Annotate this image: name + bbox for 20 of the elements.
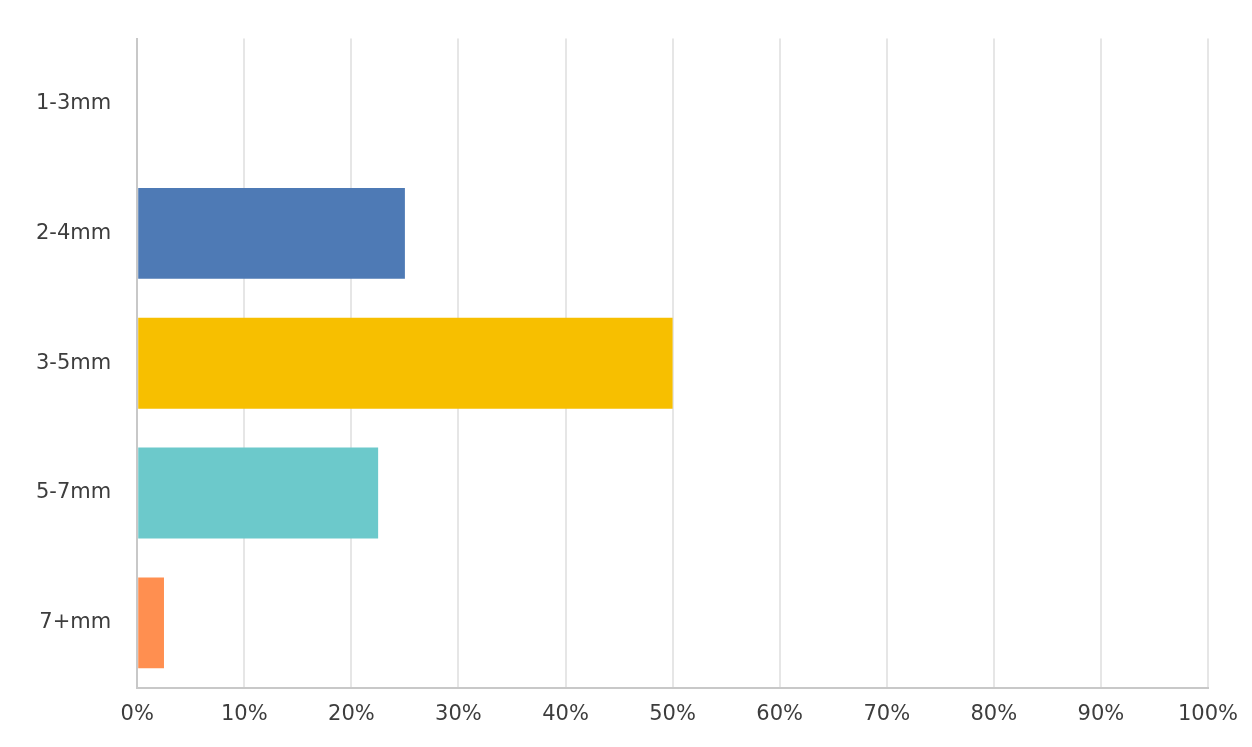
- bar: [138, 187, 405, 279]
- x-tick-label: 10%: [220, 700, 268, 725]
- x-tick-label: 80%: [970, 700, 1018, 725]
- x-tick-label: 90%: [1077, 700, 1125, 725]
- bar: [138, 577, 164, 669]
- bar: [138, 317, 673, 409]
- x-tick-label: 40%: [542, 700, 589, 725]
- bar: [138, 447, 379, 539]
- y-tick-label: 3-5mm: [35, 349, 112, 374]
- y-tick-label: 5-7mm: [35, 479, 112, 504]
- y-tick-label: 2-4mm: [35, 219, 112, 244]
- x-tick-label: 20%: [328, 700, 375, 725]
- x-tick-label: 100%: [1177, 700, 1239, 725]
- x-tick-label: 30%: [435, 700, 482, 725]
- x-tick-label: 0%: [120, 700, 154, 725]
- y-tick-label: 1-3mm: [35, 89, 112, 114]
- x-tick-label: 60%: [756, 700, 804, 725]
- y-tick-label: 7+mm: [39, 609, 112, 634]
- x-tick-label: 50%: [649, 700, 696, 725]
- x-tick-label: 70%: [863, 700, 911, 725]
